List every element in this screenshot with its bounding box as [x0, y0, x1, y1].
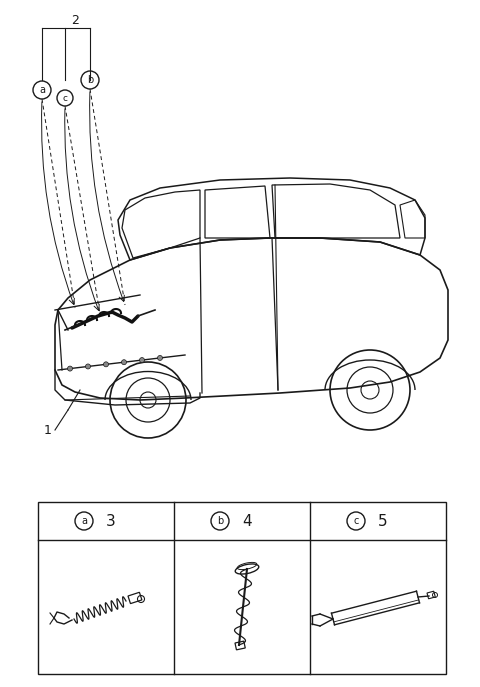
Circle shape	[68, 366, 72, 371]
Text: b: b	[87, 75, 93, 85]
Text: a: a	[39, 85, 45, 95]
Text: b: b	[217, 516, 223, 526]
Text: 4: 4	[242, 513, 252, 528]
Text: 1: 1	[44, 423, 52, 436]
Circle shape	[121, 360, 127, 365]
Text: a: a	[81, 516, 87, 526]
Circle shape	[85, 364, 91, 369]
Bar	[427, 592, 435, 599]
Text: c: c	[353, 516, 359, 526]
Bar	[128, 592, 142, 604]
Text: 2: 2	[71, 14, 79, 27]
Circle shape	[157, 355, 163, 361]
Text: 3: 3	[106, 513, 116, 528]
Circle shape	[104, 362, 108, 367]
Text: 5: 5	[378, 513, 388, 528]
Text: c: c	[62, 93, 68, 102]
Circle shape	[140, 357, 144, 363]
Bar	[235, 641, 245, 650]
Bar	[38, 502, 446, 674]
